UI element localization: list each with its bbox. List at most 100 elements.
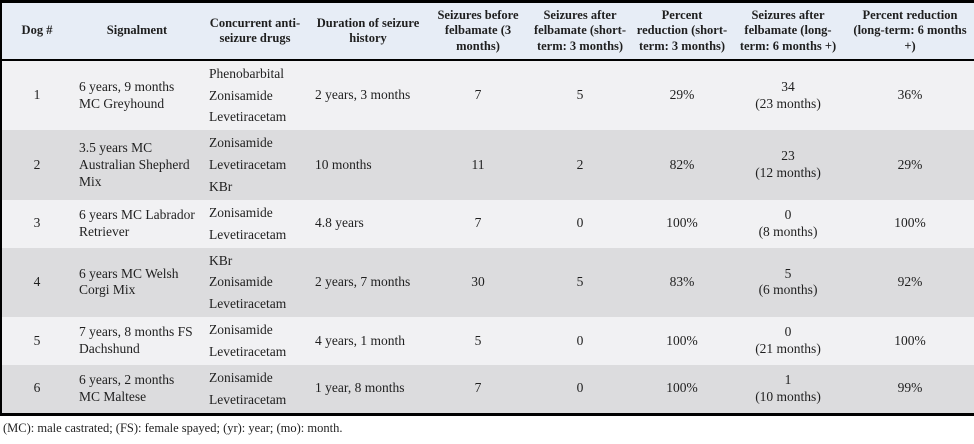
cell-concurrent-drugs: Zonisamide Levetiracetam: [202, 317, 308, 365]
seizure-count: 0: [784, 324, 792, 340]
observation-period: (6 months): [758, 282, 818, 298]
column-header-dog_number: Dog #: [2, 3, 72, 61]
table-row-dog-5: 5 7 years, 8 months FS Dachshund Zonisamid…: [2, 317, 974, 365]
observation-period: (8 months): [758, 223, 818, 239]
observation-period: (21 months): [755, 341, 821, 357]
cell-concurrent-drugs: KBr Zonisamide Levetiracetam: [202, 248, 308, 318]
column-header-duration: Duration of seizure history: [308, 3, 428, 61]
drug-name: Zonisamide: [209, 274, 273, 290]
seizures-after-long-value: 34 (23 months): [736, 79, 840, 113]
cell-duration: 4 years, 1 month: [315, 332, 405, 348]
observation-period: (12 months): [755, 165, 821, 181]
drug-name: Phenobarbital: [209, 65, 284, 81]
cell-percent-reduction-short: 83%: [669, 273, 695, 289]
cell-signalment: 6 years MC Welsh Corgi Mix: [79, 265, 179, 298]
felbamate-treatment-table: Dog # Signalment Concurrent anti-seizure d…: [2, 3, 974, 413]
cell-duration: 2 years, 7 months: [315, 273, 411, 289]
cell-seizures-before: 7: [474, 87, 482, 103]
cell-percent-reduction-long: 100%: [894, 215, 926, 231]
cell-percent-reduction-long: 100%: [894, 332, 926, 348]
drug-name: Zonisamide: [209, 135, 273, 151]
seizure-count: 1: [784, 371, 792, 387]
drug-name: KBr: [209, 179, 233, 195]
table-row-dog-2: 2 3.5 years MC Australian Shepherd Mix Zon…: [2, 130, 974, 200]
cell-concurrent-drugs: Zonisamide Levetiracetam KBr: [202, 130, 308, 200]
column-header-signalment: Signalment: [72, 3, 202, 61]
seizures-after-long-value: 23 (12 months): [736, 148, 840, 182]
drug-name: Zonisamide: [209, 87, 273, 103]
cell-duration: 10 months: [315, 156, 372, 172]
observation-period: (23 months): [755, 95, 821, 111]
drug-name: Levetiracetam: [209, 157, 287, 173]
cell-dog-number: 5: [33, 332, 41, 348]
cell-seizures-after-long: 0 (8 months): [732, 200, 844, 248]
cell-duration: 1 year, 8 months: [315, 380, 405, 396]
drug-name: Zonisamide: [209, 322, 273, 338]
cell-percent-reduction-short: 29%: [669, 87, 695, 103]
column-header-seizures_before: Seizures before felbamate (3 months): [428, 3, 528, 61]
column-header-seizures_after_short: Seizures after felbamate (short-term: 3 …: [528, 3, 632, 61]
cell-dog-number: 2: [33, 156, 41, 172]
cell-signalment: 6 years, 9 months MC Greyhound: [79, 78, 175, 111]
cell-seizures-after-short: 0: [576, 215, 584, 231]
table-body: 1 6 years, 9 months MC Greyhound Phenobarb…: [2, 59, 974, 413]
table-row-dog-3: 3 6 years MC Labrador Retriever Zonisamide…: [2, 199, 974, 248]
cell-seizures-before: 7: [474, 380, 482, 396]
seizure-count: 5: [784, 265, 792, 281]
cell-duration: 4.8 years: [315, 215, 364, 231]
table-footnote: (MC): male castrated; (FS): female spaye…: [0, 415, 974, 444]
cell-seizures-before: 30: [471, 273, 485, 289]
column-header-concurrent_drugs: Concurrent anti-seizure drugs: [202, 3, 308, 61]
cell-percent-reduction-short: 100%: [666, 332, 698, 348]
cell-seizures-after-long: 23 (12 months): [732, 130, 844, 200]
cell-signalment: 6 years MC Labrador Retriever: [79, 206, 195, 239]
cell-percent-reduction-short: 100%: [666, 380, 698, 396]
seizure-count: 34: [781, 78, 795, 94]
cell-dog-number: 3: [33, 215, 41, 231]
cell-dog-number: 6: [33, 380, 41, 396]
cell-seizures-after-short: 5: [576, 87, 584, 103]
cell-seizures-after-long: 1 (10 months): [732, 365, 844, 413]
seizures-after-long-value: 5 (6 months): [736, 266, 840, 300]
observation-period: (10 months): [755, 388, 821, 404]
table-row-dog-4: 4 6 years MC Welsh Corgi Mix KBr Zonisamide…: [2, 247, 974, 318]
cell-percent-reduction-long: 92%: [897, 273, 923, 289]
cell-seizures-after-long: 0 (21 months): [732, 317, 844, 365]
drug-name: Levetiracetam: [209, 391, 287, 407]
seizure-count: 23: [781, 148, 795, 164]
cell-dog-number: 4: [33, 273, 41, 289]
cell-seizures-after-short: 0: [576, 332, 584, 348]
seizures-after-long-value: 0 (21 months): [736, 324, 840, 358]
cell-seizures-after-short: 2: [576, 156, 584, 172]
cell-signalment: 7 years, 8 months FS Dachshund: [79, 324, 193, 357]
cell-percent-reduction-long: 29%: [897, 156, 923, 172]
drug-name: KBr: [209, 252, 233, 268]
table-header: Dog # Signalment Concurrent anti-seizure d…: [2, 3, 974, 61]
cell-seizures-after-long: 34 (23 months): [732, 60, 844, 131]
cell-seizures-after-short: 5: [576, 273, 584, 289]
drug-name: Levetiracetam: [209, 109, 287, 125]
cell-seizures-before: 7: [474, 215, 482, 231]
cell-seizures-before: 11: [471, 156, 485, 172]
cell-signalment: 6 years, 2 months MC Maltese: [79, 371, 175, 404]
seizures-after-long-value: 1 (10 months): [736, 372, 840, 406]
cell-seizures-after-short: 0: [576, 380, 584, 396]
table-outer-border: Dog # Signalment Concurrent anti-seizure d…: [0, 0, 974, 416]
cell-dog-number: 1: [33, 87, 41, 103]
table-header-row: Dog # Signalment Concurrent anti-seizure d…: [2, 3, 974, 61]
drug-name: Levetiracetam: [209, 226, 287, 242]
cell-signalment: 3.5 years MC Australian Shepherd Mix: [79, 139, 190, 189]
cell-concurrent-drugs: Phenobarbital Zonisamide Levetiracetam: [202, 60, 308, 131]
cell-percent-reduction-short: 100%: [666, 215, 698, 231]
cell-concurrent-drugs: Zonisamide Levetiracetam: [202, 365, 308, 413]
drug-name: Levetiracetam: [209, 296, 287, 312]
cell-seizures-before: 5: [474, 332, 482, 348]
cell-duration: 2 years, 3 months: [315, 87, 411, 103]
drug-name: Zonisamide: [209, 369, 273, 385]
cell-percent-reduction-long: 99%: [897, 380, 923, 396]
column-header-percent_reduction_short: Percent reduction (short-term: 3 months): [632, 3, 732, 61]
column-header-percent_reduction_long: Percent reduction (long-term: 6 months +…: [844, 3, 974, 61]
seizure-count: 0: [784, 206, 792, 222]
drug-name: Zonisamide: [209, 204, 273, 220]
